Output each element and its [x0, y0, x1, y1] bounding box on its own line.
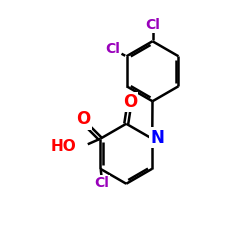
- Text: HO: HO: [51, 139, 77, 154]
- Text: O: O: [76, 110, 91, 128]
- Text: N: N: [151, 129, 165, 147]
- Text: Cl: Cl: [94, 176, 109, 190]
- Text: O: O: [122, 93, 137, 111]
- Text: Cl: Cl: [105, 42, 120, 56]
- Text: Cl: Cl: [145, 18, 160, 32]
